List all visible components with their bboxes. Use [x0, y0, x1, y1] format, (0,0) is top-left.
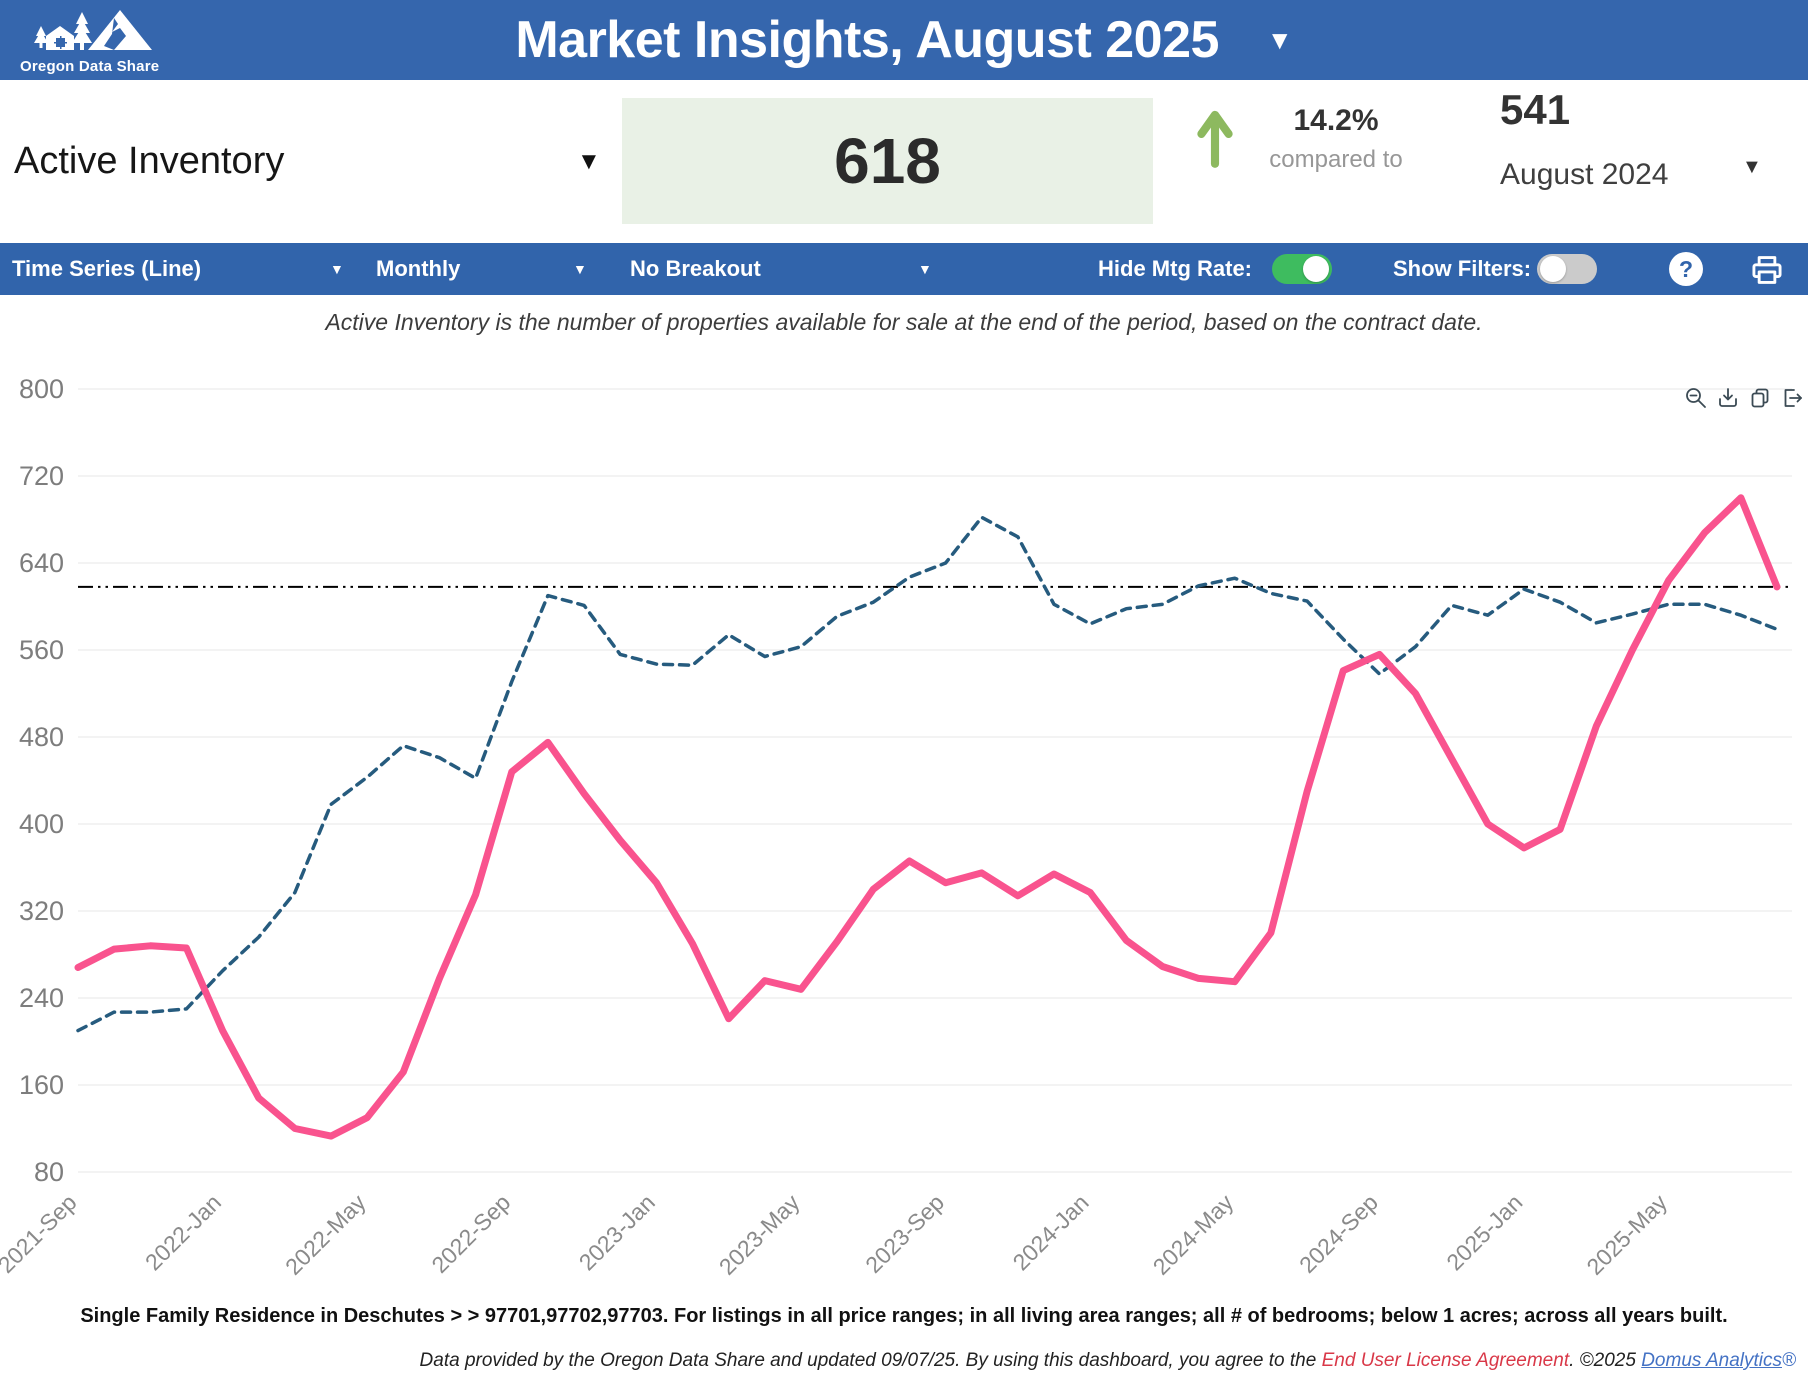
x-axis-tick-label: 2023-Sep — [860, 1189, 949, 1278]
compare-period-dropdown[interactable]: August 2024 — [1500, 158, 1669, 191]
compare-period-caret[interactable]: ▼ — [1742, 156, 1762, 178]
y-axis-tick-label: 400 — [19, 809, 64, 839]
y-axis-tick-label: 720 — [19, 461, 64, 491]
x-axis-tick-label: 2023-Jan — [574, 1189, 660, 1275]
metric-description: Active Inventory is the number of proper… — [325, 309, 1483, 335]
x-axis-tick-label: 2024-Sep — [1294, 1189, 1383, 1278]
compare-value: 541 — [1500, 86, 1571, 133]
footer-text: Data provided by the Oregon Data Share a… — [419, 1350, 1322, 1371]
domus-analytics-link[interactable]: Domus Analytics — [1641, 1350, 1782, 1371]
chart-type-dropdown[interactable]: Time Series (Line) — [12, 256, 202, 281]
chart-action-icons — [1684, 386, 1804, 410]
y-axis-tick-label: 240 — [19, 983, 64, 1013]
kpi-value-box: 618 — [622, 98, 1153, 224]
metric-label: Active Inventory — [14, 140, 285, 182]
frequency-caret[interactable]: ▼ — [573, 261, 587, 277]
compared-to-label: compared to — [1269, 146, 1403, 173]
kpi-row: Active Inventory ▼ 618 14.2% compared to… — [0, 80, 1808, 243]
metric-dropdown-caret[interactable]: ▼ — [577, 148, 601, 175]
chart-toolbar: Time Series (Line) ▼ Monthly ▼ No Breako… — [0, 243, 1808, 295]
filter-footnote: Single Family Residence in Deschutes > >… — [80, 1304, 1728, 1327]
x-axis-tick-label: 2022-May — [280, 1189, 371, 1280]
mtg-rate-dashed-hidden-axis-line — [76, 515, 1779, 1033]
x-axis-tick-label: 2024-May — [1148, 1189, 1239, 1280]
toggle-knob — [1303, 256, 1329, 282]
logo-text: Oregon Data Share — [20, 58, 160, 75]
help-icon[interactable]: ? — [1669, 252, 1703, 286]
x-axis-tick-label: 2025-May — [1581, 1189, 1672, 1280]
x-axis-tick-label: 2022-Sep — [426, 1189, 515, 1278]
time-series-chart: 80 160 240 320 400 480 560 640 720 800 2021-Sep 202… — [0, 374, 1792, 1280]
show-filters-label: Show Filters: — [1393, 256, 1532, 281]
registered-mark: ® — [1782, 1350, 1796, 1371]
footnote-row: Single Family Residence in Deschutes > >… — [0, 1292, 1808, 1340]
toggle-knob — [1540, 256, 1566, 282]
print-icon[interactable] — [1750, 253, 1784, 287]
x-axis-tick-label: 2022-Jan — [140, 1189, 226, 1275]
active-inventory-line — [74, 494, 1781, 1140]
x-axis-tick-label: 2024-Jan — [1007, 1189, 1093, 1275]
chart-type-caret[interactable]: ▼ — [330, 261, 344, 277]
x-axis-tick-label: 2025-Jan — [1441, 1189, 1527, 1275]
hide-mtg-rate-label: Hide Mtg Rate: — [1098, 256, 1252, 281]
x-axis-tick-label: 2021-Sep — [0, 1189, 82, 1278]
footer-bar: Data provided by the Oregon Data Share a… — [0, 1340, 1808, 1382]
metric-dropdown[interactable]: Active Inventory — [14, 80, 284, 243]
y-axis-tick-label: 320 — [19, 896, 64, 926]
y-axis-tick-label: 640 — [19, 548, 64, 578]
y-axis-tick-label: 800 — [19, 374, 64, 404]
breakout-caret[interactable]: ▼ — [918, 261, 932, 277]
y-axis-tick-label: 560 — [19, 635, 64, 665]
header-bar: Oregon Data Share Market Insights, Augus… — [0, 0, 1808, 80]
y-axis-tick-label: 160 — [19, 1070, 64, 1100]
export-icon[interactable] — [1780, 386, 1804, 410]
trend-up-arrow-icon — [1196, 105, 1234, 176]
subtitle-row: Active Inventory is the number of proper… — [0, 295, 1808, 350]
change-percent: 14.2% — [1293, 104, 1379, 137]
hide-mtg-rate-toggle[interactable] — [1272, 254, 1332, 284]
download-icon[interactable] — [1716, 386, 1740, 410]
frequency-dropdown[interactable]: Monthly — [376, 256, 461, 281]
copy-icon[interactable] — [1748, 386, 1772, 410]
kpi-value: 618 — [834, 125, 941, 197]
show-filters-toggle[interactable] — [1537, 254, 1597, 284]
logo-mountain-icon — [34, 10, 152, 50]
footer-text-mid: . ©2025 — [1569, 1350, 1642, 1371]
y-axis-tick-label: 480 — [19, 722, 64, 752]
y-axis-tick-label: 80 — [34, 1157, 64, 1187]
x-axis-tick-label: 2023-May — [714, 1189, 805, 1280]
title-dropdown-caret[interactable]: ▼ — [1266, 24, 1293, 55]
zoom-out-icon[interactable] — [1684, 386, 1708, 410]
breakout-dropdown[interactable]: No Breakout — [630, 256, 761, 281]
page-title: Market Insights, August 2025 — [515, 11, 1219, 69]
chart-area: 80 160 240 320 400 480 560 640 720 800 2021-Sep 202… — [0, 350, 1808, 1290]
oregon-data-share-logo: Oregon Data Share — [18, 2, 168, 80]
eula-link[interactable]: End User License Agreement — [1321, 1350, 1570, 1371]
